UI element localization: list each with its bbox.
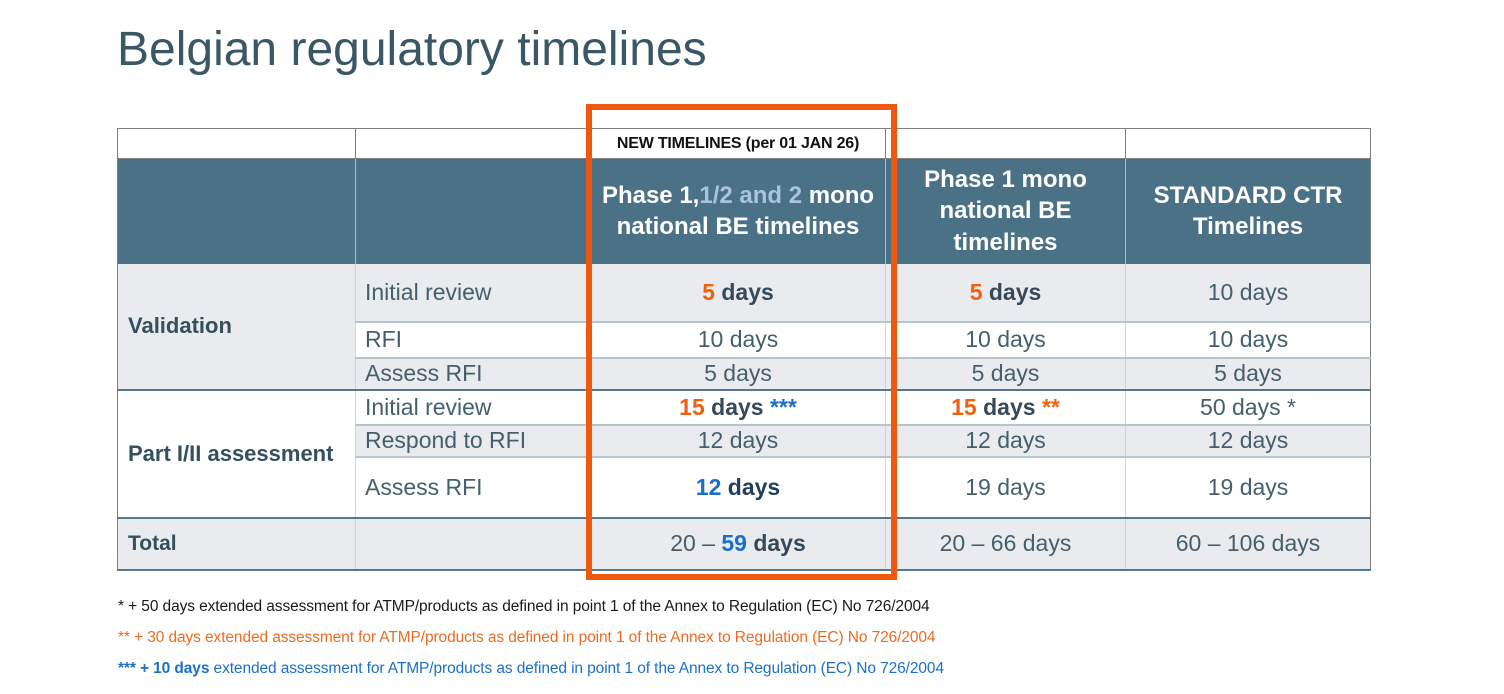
empty-cell	[885, 128, 1126, 159]
value-cell: 5 days	[885, 356, 1126, 390]
table-row: Assess RFI 12 days 19 days 19 days	[118, 455, 1371, 518]
value-cell: 15 days **	[885, 388, 1126, 425]
value-cell: 5 days	[590, 356, 886, 390]
footnote-standard-ctr: * + 50 days extended assessment for ATMP…	[118, 598, 930, 615]
total-value-cell: 60 – 106 days	[1125, 516, 1371, 570]
value-cell: 10 days	[1125, 320, 1371, 358]
table-row: Respond to RFI 12 days 12 days 12 days	[118, 423, 1371, 457]
value-cell: 10 days	[885, 320, 1126, 358]
empty-cell	[117, 128, 356, 159]
value-cell: 5 days	[1125, 356, 1371, 390]
value-cell: 10 days	[1125, 263, 1371, 322]
row-label-respond-to-rfi: Respond to RFI	[355, 423, 591, 457]
col-header-standard-ctr: STANDARD CTR Timelines	[1125, 158, 1371, 264]
row-group-validation: Validation	[117, 263, 356, 390]
row-label-initial-review: Initial review	[355, 388, 591, 425]
total-value-cell: 20 – 59 days	[590, 516, 886, 570]
table-row: Validation Initial review 5 days 5 days …	[117, 263, 1371, 390]
timelines-table: NEW TIMELINES (per 01 JAN 26) Phase 1,1/…	[117, 128, 1371, 571]
header-row: Phase 1,1/2 and 2 mono national BE timel…	[117, 158, 1371, 264]
col-header-phase1-mono: Phase 1 mono national BE timelines	[885, 158, 1126, 264]
row-label-rfi: RFI	[355, 320, 591, 358]
regulatory-timelines-table: NEW TIMELINES (per 01 JAN 26) Phase 1,1/…	[117, 128, 1371, 571]
footnotes: * + 50 days extended assessment for ATMP…	[118, 598, 944, 691]
empty-cell	[355, 516, 591, 570]
empty-cell	[355, 128, 591, 159]
row-label-assess-rfi: Assess RFI	[355, 455, 591, 518]
empty-header-cell	[117, 158, 356, 264]
footnote-new-timelines: *** + 10 days extended assessment for AT…	[118, 660, 944, 677]
value-cell: 12 days	[1125, 423, 1371, 457]
value-cell: 12 days	[590, 455, 886, 518]
col-header-phase1-12-2: Phase 1,1/2 and 2 mono national BE timel…	[590, 158, 886, 264]
total-row: Total 20 – 59 days 20 – 66 days 60 – 106…	[117, 516, 1371, 570]
row-group-part-i-ii-assessment: Part I/II assessment	[117, 388, 356, 518]
table-row: RFI 10 days 10 days 10 days	[118, 320, 1371, 358]
value-cell: 10 days	[590, 320, 886, 358]
row-group-total: Total	[117, 516, 356, 570]
banner-row: NEW TIMELINES (per 01 JAN 26)	[117, 128, 1371, 159]
value-cell: 50 days *	[1125, 388, 1371, 425]
value-cell: 5 days	[885, 263, 1126, 322]
empty-header-cell	[355, 158, 591, 264]
table-row: Part I/II assessment Initial review 15 d…	[117, 388, 1371, 518]
table-row: Assess RFI 5 days 5 days 5 days	[118, 356, 1371, 390]
value-cell: 19 days	[885, 455, 1126, 518]
page-title: Belgian regulatory timelines	[117, 23, 707, 76]
row-label-assess-rfi: Assess RFI	[355, 356, 591, 390]
footnote-phase1-mono: ** + 30 days extended assessment for ATM…	[118, 629, 936, 646]
value-cell: 5 days	[590, 263, 886, 322]
total-value-cell: 20 – 66 days	[885, 516, 1126, 570]
row-label-initial-review: Initial review	[355, 263, 591, 322]
value-cell: 15 days ***	[590, 388, 886, 425]
value-cell: 12 days	[885, 423, 1126, 457]
empty-cell	[1125, 128, 1371, 159]
value-cell: 12 days	[590, 423, 886, 457]
value-cell: 19 days	[1125, 455, 1371, 518]
new-timelines-banner: NEW TIMELINES (per 01 JAN 26)	[590, 128, 886, 159]
